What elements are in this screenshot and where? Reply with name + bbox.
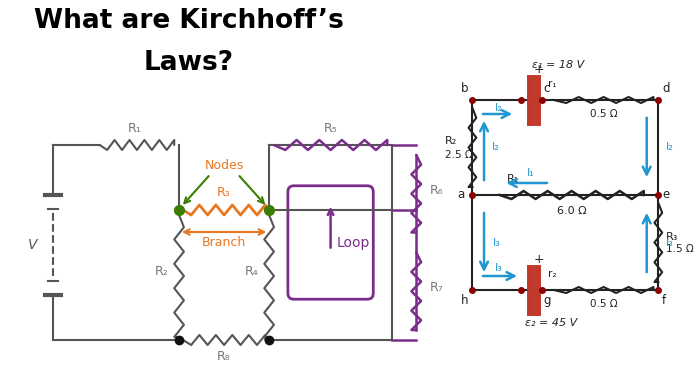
Text: R₃: R₃ — [666, 231, 678, 242]
Text: d: d — [662, 82, 670, 95]
Text: r₁: r₁ — [548, 79, 556, 89]
Text: I₁: I₁ — [526, 168, 534, 178]
Text: Nodes: Nodes — [204, 159, 244, 172]
Text: Loop: Loop — [337, 236, 370, 249]
Text: R₈: R₈ — [217, 350, 231, 363]
Text: f: f — [662, 294, 666, 307]
Text: I₂: I₂ — [492, 142, 500, 153]
Text: +: + — [534, 63, 545, 76]
Text: R₂: R₂ — [445, 136, 458, 147]
Text: R₆: R₆ — [430, 184, 444, 197]
Text: R₁: R₁ — [508, 174, 519, 184]
Text: ε₁ = 18 V: ε₁ = 18 V — [533, 60, 584, 70]
Text: e: e — [662, 189, 669, 201]
Text: R₃: R₃ — [217, 186, 231, 199]
Text: R₇: R₇ — [430, 281, 444, 294]
Text: R₂: R₂ — [155, 265, 169, 278]
Text: c: c — [543, 82, 550, 95]
Text: Branch: Branch — [202, 236, 246, 249]
Text: I₃: I₃ — [493, 237, 500, 248]
Text: I₃: I₃ — [495, 263, 503, 273]
Text: R₅: R₅ — [323, 122, 337, 135]
Text: I₃: I₃ — [666, 237, 674, 248]
Text: I₂: I₂ — [666, 142, 674, 153]
Text: What are Kirchhoff’s: What are Kirchhoff’s — [34, 8, 344, 34]
Text: I₂: I₂ — [495, 103, 503, 113]
Text: V: V — [28, 238, 38, 252]
Text: 0.5 Ω: 0.5 Ω — [590, 109, 617, 119]
Text: +: + — [534, 253, 545, 266]
Text: 1.5 Ω: 1.5 Ω — [666, 244, 694, 255]
Text: a: a — [457, 189, 465, 201]
Text: b: b — [461, 82, 468, 95]
Text: Laws?: Laws? — [144, 50, 234, 76]
Text: 2.5 Ω: 2.5 Ω — [445, 150, 473, 159]
Text: R₄: R₄ — [245, 265, 258, 278]
Text: R₁: R₁ — [127, 122, 141, 135]
Text: h: h — [461, 294, 468, 307]
Text: ε₂ = 45 V: ε₂ = 45 V — [525, 318, 577, 328]
Text: 6.0 Ω: 6.0 Ω — [557, 206, 587, 216]
Text: g: g — [543, 294, 551, 307]
Text: r₂: r₂ — [548, 269, 556, 279]
Text: 0.5 Ω: 0.5 Ω — [590, 299, 617, 309]
